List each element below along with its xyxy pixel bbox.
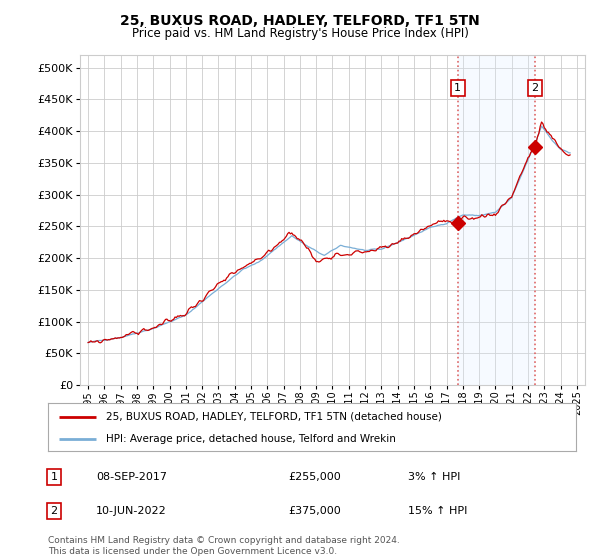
Text: 3% ↑ HPI: 3% ↑ HPI: [408, 472, 460, 482]
Text: 2: 2: [532, 83, 539, 93]
Text: 2: 2: [50, 506, 58, 516]
Text: 25, BUXUS ROAD, HADLEY, TELFORD, TF1 5TN: 25, BUXUS ROAD, HADLEY, TELFORD, TF1 5TN: [120, 14, 480, 28]
Text: £375,000: £375,000: [288, 506, 341, 516]
Text: 10-JUN-2022: 10-JUN-2022: [96, 506, 167, 516]
Text: Price paid vs. HM Land Registry's House Price Index (HPI): Price paid vs. HM Land Registry's House …: [131, 27, 469, 40]
Bar: [458, 55, 535, 385]
Text: 15% ↑ HPI: 15% ↑ HPI: [408, 506, 467, 516]
Text: Contains HM Land Registry data © Crown copyright and database right 2024.
This d: Contains HM Land Registry data © Crown c…: [48, 536, 400, 556]
Text: 1: 1: [50, 472, 58, 482]
Text: 1: 1: [454, 83, 461, 93]
Text: 25, BUXUS ROAD, HADLEY, TELFORD, TF1 5TN (detached house): 25, BUXUS ROAD, HADLEY, TELFORD, TF1 5TN…: [106, 412, 442, 422]
Text: 08-SEP-2017: 08-SEP-2017: [96, 472, 167, 482]
Text: £255,000: £255,000: [288, 472, 341, 482]
Text: HPI: Average price, detached house, Telford and Wrekin: HPI: Average price, detached house, Telf…: [106, 434, 396, 444]
